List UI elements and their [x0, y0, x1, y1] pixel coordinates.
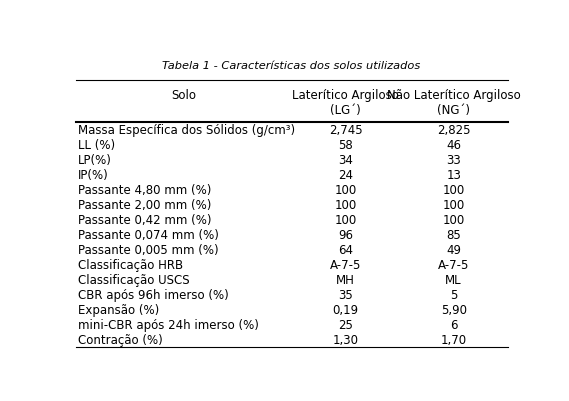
- Text: 35: 35: [338, 289, 353, 302]
- Text: 0,19: 0,19: [332, 304, 358, 317]
- Text: Passante 0,42 mm (%): Passante 0,42 mm (%): [78, 214, 211, 227]
- Text: 49: 49: [446, 244, 461, 257]
- Text: 46: 46: [446, 139, 461, 152]
- Text: 64: 64: [338, 244, 353, 257]
- Text: 2,745: 2,745: [329, 124, 362, 137]
- Text: (LG´): (LG´): [330, 104, 361, 117]
- Text: Classificação HRB: Classificação HRB: [78, 259, 183, 272]
- Text: Contração (%): Contração (%): [78, 334, 163, 346]
- Text: 24: 24: [338, 169, 353, 182]
- Text: IP(%): IP(%): [78, 169, 109, 182]
- Text: 1,70: 1,70: [440, 334, 467, 346]
- Text: 100: 100: [335, 184, 357, 197]
- Text: ML: ML: [446, 274, 462, 287]
- Text: Laterítico Argiloso: Laterítico Argiloso: [292, 89, 399, 102]
- Text: 33: 33: [446, 154, 461, 167]
- Text: LP(%): LP(%): [78, 154, 112, 167]
- Text: 100: 100: [443, 184, 465, 197]
- Text: Solo: Solo: [171, 89, 196, 102]
- Text: 85: 85: [446, 229, 461, 242]
- Text: Massa Específica dos Sólidos (g/cm³): Massa Específica dos Sólidos (g/cm³): [78, 124, 295, 137]
- Text: 100: 100: [443, 199, 465, 212]
- Text: 1,30: 1,30: [333, 334, 358, 346]
- Text: A-7-5: A-7-5: [438, 259, 469, 272]
- Text: 100: 100: [335, 214, 357, 227]
- Text: LL (%): LL (%): [78, 139, 115, 152]
- Text: (NG´): (NG´): [437, 104, 470, 117]
- Text: Tabela 1 - Características dos solos utilizados: Tabela 1 - Características dos solos uti…: [163, 61, 420, 71]
- Text: 5,90: 5,90: [440, 304, 467, 317]
- Text: Não Laterítico Argiloso: Não Laterítico Argiloso: [387, 89, 521, 102]
- Text: A-7-5: A-7-5: [330, 259, 361, 272]
- Text: 2,825: 2,825: [437, 124, 471, 137]
- Text: 96: 96: [338, 229, 353, 242]
- Text: Passante 4,80 mm (%): Passante 4,80 mm (%): [78, 184, 211, 197]
- Text: 6: 6: [450, 319, 457, 332]
- Text: 25: 25: [338, 319, 353, 332]
- Text: Passante 0,005 mm (%): Passante 0,005 mm (%): [78, 244, 218, 257]
- Text: Classificação USCS: Classificação USCS: [78, 274, 189, 287]
- Text: Passante 2,00 mm (%): Passante 2,00 mm (%): [78, 199, 211, 212]
- Text: Passante 0,074 mm (%): Passante 0,074 mm (%): [78, 229, 218, 242]
- Text: 58: 58: [338, 139, 353, 152]
- Text: Expansão (%): Expansão (%): [78, 304, 159, 317]
- Text: 34: 34: [338, 154, 353, 167]
- Text: 13: 13: [446, 169, 461, 182]
- Text: 5: 5: [450, 289, 457, 302]
- Text: mini-CBR após 24h imerso (%): mini-CBR após 24h imerso (%): [78, 319, 259, 332]
- Text: 100: 100: [443, 214, 465, 227]
- Text: CBR após 96h imerso (%): CBR após 96h imerso (%): [78, 289, 229, 302]
- Text: MH: MH: [336, 274, 355, 287]
- Text: 100: 100: [335, 199, 357, 212]
